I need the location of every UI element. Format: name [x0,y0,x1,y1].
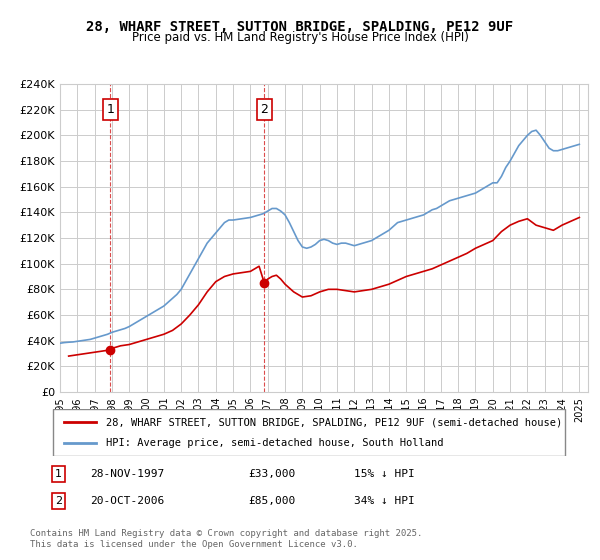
Text: 28, WHARF STREET, SUTTON BRIDGE, SPALDING, PE12 9UF (semi-detached house): 28, WHARF STREET, SUTTON BRIDGE, SPALDIN… [106,417,562,427]
FancyBboxPatch shape [53,409,565,456]
Text: 2: 2 [260,103,268,116]
Text: 15% ↓ HPI: 15% ↓ HPI [354,469,415,479]
Text: £85,000: £85,000 [248,496,296,506]
Text: 1: 1 [106,103,115,116]
Text: 34% ↓ HPI: 34% ↓ HPI [354,496,415,506]
Text: 28-NOV-1997: 28-NOV-1997 [90,469,164,479]
Text: Price paid vs. HM Land Registry's House Price Index (HPI): Price paid vs. HM Land Registry's House … [131,31,469,44]
Text: 20-OCT-2006: 20-OCT-2006 [90,496,164,506]
Text: 1: 1 [55,469,62,479]
Text: £33,000: £33,000 [248,469,296,479]
Text: 28, WHARF STREET, SUTTON BRIDGE, SPALDING, PE12 9UF: 28, WHARF STREET, SUTTON BRIDGE, SPALDIN… [86,20,514,34]
Text: Contains HM Land Registry data © Crown copyright and database right 2025.
This d: Contains HM Land Registry data © Crown c… [30,529,422,549]
Text: HPI: Average price, semi-detached house, South Holland: HPI: Average price, semi-detached house,… [106,438,443,448]
Text: 2: 2 [55,496,62,506]
